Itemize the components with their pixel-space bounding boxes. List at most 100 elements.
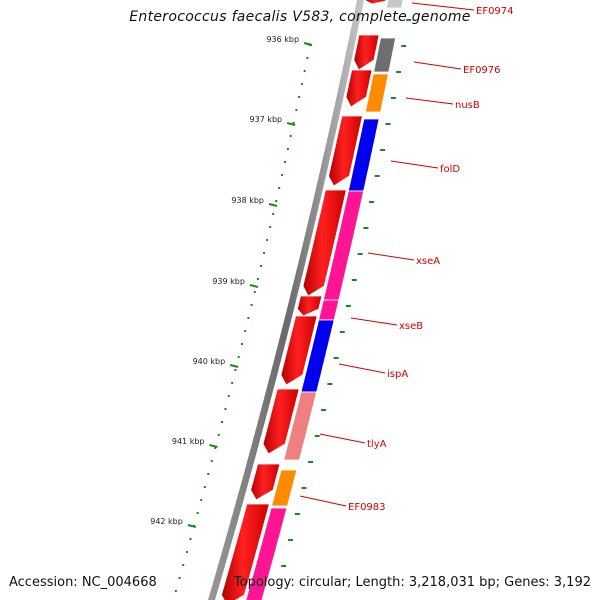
cds-gene-4 [328,115,363,187]
gene-label-ef0974: EF0974 [476,6,514,17]
minor-tick [250,304,253,306]
minor-tick [303,70,306,72]
minor-tick [263,252,266,254]
minor-tick [237,356,240,358]
cds-gene-3 [345,69,373,108]
minor-tick [300,83,303,85]
kbp-tick-label: 941 kbp [172,437,205,446]
minor-tick [207,473,210,475]
cds-gene-10 [220,503,270,600]
kbp-tick-label: 939 kbp [212,277,245,286]
minor-tick [217,434,220,436]
category-block-8 [283,391,318,461]
cds-gene-9 [250,463,281,501]
cds-gene-8 [262,388,300,455]
kbp-tick-mark [209,444,218,448]
label-leader-line [411,2,475,11]
gene-label-ispa: ispA [387,369,408,380]
minor-tick [210,460,213,462]
minor-tick [275,200,278,202]
label-leader-line [390,160,439,169]
cds-track [220,0,387,600]
label-leader-line [299,495,347,507]
minor-tick [224,408,227,410]
label-leader-line [413,61,462,70]
minor-tick [231,382,234,384]
gene-label-fold: folD [440,164,460,175]
kbp-tick-label: 937 kbp [250,115,283,124]
map-title: Enterococcus faecalis V583, complete gen… [129,9,471,25]
minor-tick [283,161,286,163]
kbp-tick-mark [249,284,259,288]
label-leader-line [350,317,398,326]
label-leader-line [338,363,386,374]
minor-tick [182,564,185,566]
minor-tick [269,226,272,228]
minor-tick [309,44,312,46]
minor-tick [234,369,237,371]
gene-label-tlya: tlyA [367,439,387,450]
category-track [245,0,412,600]
kbp-tick-group: 936 kbp 937 kbp 938 kbp 939 kbp 940 kbp 941 k… [150,35,313,528]
accession-text: Accession: NC_004668 [9,575,157,590]
minor-tick [227,395,230,397]
minor-tick [272,213,275,215]
minor-tick [286,148,289,150]
minor-tick [292,122,295,124]
gene-label-xseb: xseB [399,321,423,332]
gene-label-group: EF0974 EF0976 nusB folD xseA xseB ispA tlyA EF09… [299,2,514,513]
minor-tick [266,239,269,241]
minor-tick [278,187,281,189]
genome-backbone [208,0,364,600]
cds-gene-7 [280,315,318,386]
label-leader-line [319,433,366,444]
minor-tick [221,421,224,423]
kbp-tick-mark [268,203,278,207]
minor-tick [306,57,309,59]
minor-tick [200,499,203,501]
cds-gene-6 [296,295,323,317]
category-block-1 [385,0,404,9]
kbp-tick-mark [286,122,296,126]
minor-tick [289,135,292,137]
gene-label-xsea: xseA [416,256,440,267]
kbp-tick-label: 936 kbp [266,35,299,44]
gene-label-ef0983: EF0983 [348,502,386,513]
backbone-line [208,0,364,600]
minor-tick [174,590,177,592]
minor-tick [189,538,192,540]
minor-tick [281,174,284,176]
minor-tick [193,525,196,527]
minor-tick [253,291,256,293]
category-block-2 [373,37,397,73]
minor-tick [259,265,262,267]
minor-tick [196,512,199,514]
cds-gene-5 [302,189,347,297]
minor-tick [295,109,298,111]
minor-tick [256,278,259,280]
genome-summary-text: Topology: circular; Length: 3,218,031 bp… [233,575,591,590]
kbp-tick-mark [229,364,239,368]
minor-tick [240,343,243,345]
minor-tick [203,486,206,488]
minor-tick [178,577,181,579]
minor-tick [298,96,301,98]
minor-tick [185,551,188,553]
minor-tick [244,330,247,332]
category-block-10 [245,507,288,600]
label-leader-line [405,97,454,105]
category-block-9 [271,469,298,507]
cds-gene-2 [353,34,380,71]
gene-label-nusb: nusB [455,100,480,111]
minor-tick-dots [174,44,312,592]
gene-label-ef0976: EF0976 [463,65,501,76]
category-block-3 [364,73,389,113]
label-leader-line [367,252,415,261]
kbp-tick-label: 938 kbp [231,196,264,205]
kbp-tick-label: 942 kbp [150,517,183,526]
minor-tick [214,447,217,449]
kbp-tick-label: 940 kbp [193,357,226,366]
category-block-6 [318,299,340,321]
minor-tick [247,317,250,319]
